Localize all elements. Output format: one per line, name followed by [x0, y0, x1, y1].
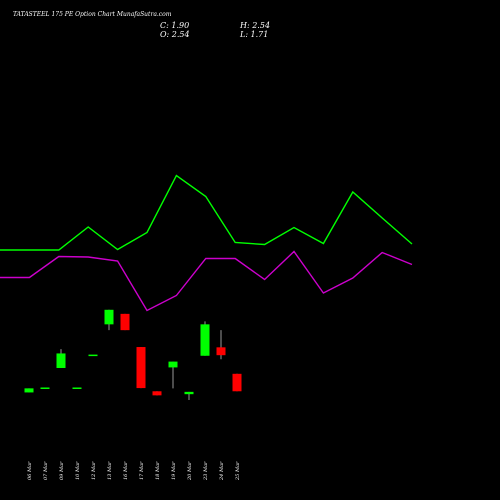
- candle-body: [232, 373, 242, 392]
- candle-body: [88, 354, 98, 357]
- candle: [72, 387, 82, 389]
- candle: [200, 321, 210, 356]
- date-label: 16 Mar: [123, 461, 129, 480]
- candle: [88, 354, 98, 357]
- candle-body: [72, 387, 82, 389]
- candle-body: [184, 391, 194, 395]
- line-series-2: [0, 250, 413, 312]
- chart-title: TATASTEEL 175 PE Option Chart MunafaSutr…: [13, 11, 172, 18]
- candles-layer: [24, 309, 242, 400]
- candle: [56, 349, 66, 368]
- date-label: 24 Mar: [219, 461, 225, 481]
- candle: [24, 388, 34, 393]
- date-label: 17 Mar: [139, 461, 145, 480]
- close-value: C: 1.90: [160, 21, 189, 30]
- candle: [216, 330, 226, 360]
- candle-body: [168, 361, 178, 368]
- candle-body: [152, 391, 162, 396]
- low-value: L: 1.71: [239, 30, 268, 39]
- high-value: H: 2.54: [239, 21, 270, 30]
- candle: [104, 309, 114, 331]
- candle-body: [56, 353, 66, 368]
- candle-body: [104, 309, 114, 325]
- candle: [168, 361, 178, 389]
- date-label: 25 Mar: [235, 461, 241, 481]
- line-series-1: [0, 174, 413, 251]
- candle-body: [216, 347, 226, 356]
- open-value: O: 2.54: [160, 30, 190, 39]
- candle: [232, 373, 242, 392]
- line-series-layer: [0, 174, 413, 312]
- candle: [136, 347, 146, 389]
- date-labels-layer: 06 Mar 07 Mar 09 Mar 10 Mar 12 Mar 13 Mar 16 M…: [27, 461, 241, 481]
- candle: [40, 387, 50, 389]
- date-label: 18 Mar: [155, 461, 161, 480]
- date-label: 23 Mar: [203, 461, 209, 481]
- candle-body: [136, 347, 146, 389]
- candle-body: [200, 324, 210, 356]
- date-label: 06 Mar: [27, 461, 33, 480]
- candle: [152, 391, 162, 396]
- date-label: 07 Mar: [43, 461, 49, 480]
- candle: [120, 313, 130, 331]
- candle-body: [120, 313, 130, 331]
- candle-body: [40, 387, 50, 389]
- candle: [184, 391, 194, 400]
- date-label: 13 Mar: [107, 461, 113, 480]
- candle-body: [24, 388, 34, 393]
- date-label: 12 Mar: [91, 461, 97, 480]
- date-label: 09 Mar: [59, 461, 65, 480]
- date-label: 10 Mar: [75, 461, 81, 480]
- date-label: 20 Mar: [187, 461, 193, 481]
- date-label: 19 Mar: [171, 461, 177, 480]
